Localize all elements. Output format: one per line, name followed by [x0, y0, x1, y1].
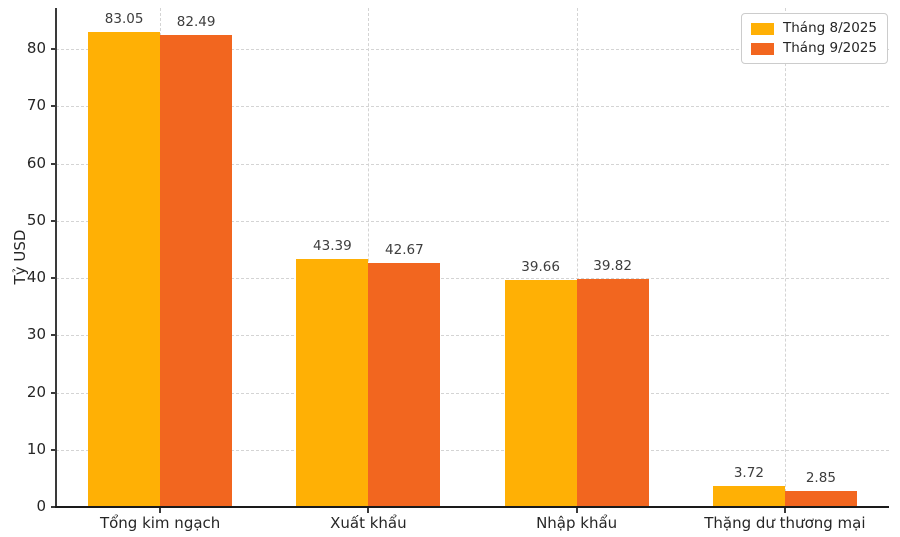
- bar-1-2: [296, 258, 369, 507]
- x-gridline: [576, 8, 578, 507]
- y-gridline: [56, 278, 889, 280]
- y-tick-label: 10: [26, 439, 46, 458]
- legend-swatch-icon: [751, 22, 774, 35]
- y-gridline: [56, 163, 889, 165]
- legend: Tháng 8/2025 Tháng 9/2025: [741, 13, 888, 64]
- bar-2-4: [784, 490, 857, 507]
- x-tick-label-2: Xuất khẩu: [330, 514, 407, 532]
- y-tick: [51, 48, 56, 51]
- x-tick-label-1: Tổng kim ngạch: [99, 514, 221, 532]
- x-tick-label-4: Thặng dư thương mại: [704, 514, 866, 532]
- y-axis-title: Tỷ USD: [11, 229, 29, 284]
- y-tick: [51, 162, 56, 165]
- x-tick: [575, 508, 578, 513]
- legend-row-1: Tháng 8/2025: [751, 21, 877, 36]
- y-tick: [51, 334, 56, 337]
- bar-1-3: [504, 280, 577, 507]
- y-tick: [51, 506, 56, 508]
- x-tick: [159, 508, 162, 513]
- x-tick: [783, 508, 786, 513]
- bar-value-label: 82.49: [176, 13, 216, 30]
- y-tick-label: 20: [26, 382, 46, 401]
- bar-value-label: 3.72: [733, 464, 764, 481]
- y-gridline: [56, 49, 889, 51]
- y-tick: [51, 448, 56, 451]
- bar-2-1: [160, 34, 233, 507]
- bar-value-label: 42.67: [385, 241, 424, 258]
- bar-2-3: [576, 279, 649, 507]
- y-tick-label: 30: [26, 325, 46, 344]
- legend-label: Tháng 8/2025: [783, 20, 877, 36]
- y-tick: [51, 219, 56, 222]
- bar-value-label: 2.85: [805, 469, 836, 486]
- bar-value-label: 43.39: [313, 237, 352, 254]
- bar-2-2: [368, 262, 441, 507]
- x-tick-label-3: Nhập khẩu: [536, 514, 618, 532]
- x-gridline: [784, 8, 786, 507]
- y-tick: [51, 277, 56, 280]
- bar-1-1: [88, 31, 161, 507]
- y-gridline: [56, 220, 889, 222]
- bar-value-label: 83.05: [104, 10, 144, 27]
- y-axis-spine: [55, 8, 57, 508]
- y-gridline: [56, 106, 889, 108]
- y-tick-label: 80: [26, 39, 46, 58]
- y-gridline: [56, 335, 889, 337]
- bar-1-4: [712, 485, 785, 507]
- y-gridline: [56, 449, 889, 451]
- bar-value-label: 39.66: [521, 259, 560, 276]
- y-tick-label: 0: [36, 497, 46, 515]
- y-tick-label: 50: [26, 210, 46, 229]
- x-tick: [367, 508, 370, 513]
- y-tick: [51, 391, 56, 394]
- y-tick-label: 70: [26, 96, 46, 115]
- legend-row-2: Tháng 9/2025: [751, 41, 877, 56]
- x-gridline: [368, 8, 370, 507]
- legend-swatch-icon: [751, 42, 774, 55]
- y-tick-label: 40: [26, 268, 46, 287]
- x-axis-spine: [55, 506, 889, 508]
- y-tick: [51, 105, 56, 108]
- y-tick-label: 60: [26, 153, 46, 172]
- legend-label: Tháng 9/2025: [783, 40, 877, 56]
- bar-value-label: 39.82: [593, 258, 632, 275]
- y-gridline: [56, 392, 889, 394]
